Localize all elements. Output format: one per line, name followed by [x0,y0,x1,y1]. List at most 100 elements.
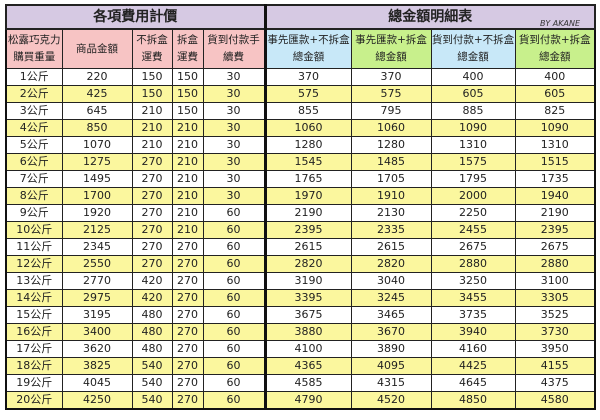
table-row: 8公斤 1700 270 210 30 1970 1910 2000 1940 [5,187,596,205]
value-cell: 270 [171,374,204,392]
value-cell: 2190 [514,204,596,222]
price-table-container: 各項費用計價 總金額明細表 BY AKANE 松露巧克力購買重量 商品金額 不拆盒運… [5,4,596,410]
value-cell: 850 [61,119,133,137]
value-cell: 1705 [350,170,432,188]
value-cell: 480 [131,340,173,358]
weight-cell: 20公斤 [5,391,63,410]
value-cell: 3825 [61,357,133,375]
price-table: 各項費用計價 總金額明細表 BY AKANE 松露巧克力購買重量 商品金額 不拆盒運… [5,4,596,410]
value-cell: 30 [202,102,266,120]
value-cell: 3880 [263,323,352,341]
column-header: 貨到付款手續費 [202,28,266,69]
value-cell: 2675 [430,238,516,256]
value-cell: 1060 [263,119,352,137]
value-cell: 270 [131,255,173,273]
weight-cell: 6公斤 [5,153,63,171]
value-cell: 2615 [263,238,352,256]
value-cell: 3950 [514,340,596,358]
table-row: 17公斤 3620 480 270 60 4100 3890 4160 3950 [5,340,596,358]
column-header: 貨到付款+拆盒總金額 [514,28,596,69]
value-cell: 4315 [350,374,432,392]
weight-cell: 14公斤 [5,289,63,307]
value-cell: 1090 [514,119,596,137]
value-cell: 3100 [514,272,596,290]
value-cell: 60 [202,221,266,239]
value-cell: 60 [202,255,266,273]
column-header: 松露巧克力購買重量 [5,28,63,69]
value-cell: 270 [131,204,173,222]
weight-cell: 13公斤 [5,272,63,290]
value-cell: 540 [131,374,173,392]
value-cell: 2190 [263,204,352,222]
weight-cell: 7公斤 [5,170,63,188]
value-cell: 3250 [430,272,516,290]
value-cell: 3395 [263,289,352,307]
value-cell: 2395 [514,221,596,239]
value-cell: 4365 [263,357,352,375]
value-cell: 2250 [430,204,516,222]
table-row: 15公斤 3195 480 270 60 3675 3465 3735 3525 [5,306,596,324]
value-cell: 60 [202,323,266,341]
value-cell: 4095 [350,357,432,375]
value-cell: 645 [61,102,133,120]
table-row: 13公斤 2770 420 270 60 3190 3040 3250 3100 [5,272,596,290]
value-cell: 1515 [514,153,596,171]
value-cell: 4520 [350,391,432,410]
value-cell: 210 [171,119,204,137]
value-cell: 1060 [350,119,432,137]
table-row: 4公斤 850 210 210 30 1060 1060 1090 1090 [5,119,596,137]
value-cell: 1910 [350,187,432,205]
value-cell: 3940 [430,323,516,341]
weight-cell: 3公斤 [5,102,63,120]
value-cell: 3190 [263,272,352,290]
value-cell: 270 [171,340,204,358]
value-cell: 1920 [61,204,133,222]
weight-cell: 4公斤 [5,119,63,137]
value-cell: 3465 [350,306,432,324]
value-cell: 270 [171,255,204,273]
value-cell: 210 [171,170,204,188]
table-row: 1公斤 220 150 150 30 370 370 400 400 [5,68,596,86]
value-cell: 420 [131,272,173,290]
value-cell: 3890 [350,340,432,358]
value-cell: 150 [171,85,204,103]
value-cell: 1495 [61,170,133,188]
value-cell: 270 [131,153,173,171]
value-cell: 3675 [263,306,352,324]
value-cell: 270 [171,306,204,324]
value-cell: 2345 [61,238,133,256]
value-cell: 1575 [430,153,516,171]
value-cell: 4250 [61,391,133,410]
value-cell: 1280 [350,136,432,154]
column-header: 不拆盒運費 [131,28,173,69]
table-row: 5公斤 1070 210 210 30 1280 1280 1310 1310 [5,136,596,154]
value-cell: 605 [514,85,596,103]
weight-cell: 18公斤 [5,357,63,375]
column-header: 拆盒運費 [171,28,204,69]
value-cell: 2615 [350,238,432,256]
weight-cell: 17公斤 [5,340,63,358]
value-cell: 3670 [350,323,432,341]
table-row: 2公斤 425 150 150 30 575 575 605 605 [5,85,596,103]
value-cell: 370 [350,68,432,86]
value-cell: 3735 [430,306,516,324]
table-row: 16公斤 3400 480 270 60 3880 3670 3940 3730 [5,323,596,341]
value-cell: 4645 [430,374,516,392]
value-cell: 4100 [263,340,352,358]
value-cell: 60 [202,204,266,222]
value-cell: 1310 [514,136,596,154]
value-cell: 1795 [430,170,516,188]
value-cell: 220 [61,68,133,86]
value-cell: 210 [171,204,204,222]
value-cell: 270 [131,238,173,256]
value-cell: 1940 [514,187,596,205]
value-cell: 30 [202,136,266,154]
value-cell: 150 [171,102,204,120]
value-cell: 400 [430,68,516,86]
value-cell: 270 [131,221,173,239]
value-cell: 3195 [61,306,133,324]
value-cell: 425 [61,85,133,103]
value-cell: 2880 [514,255,596,273]
table-row: 10公斤 2125 270 210 60 2395 2335 2455 2395 [5,221,596,239]
value-cell: 2455 [430,221,516,239]
